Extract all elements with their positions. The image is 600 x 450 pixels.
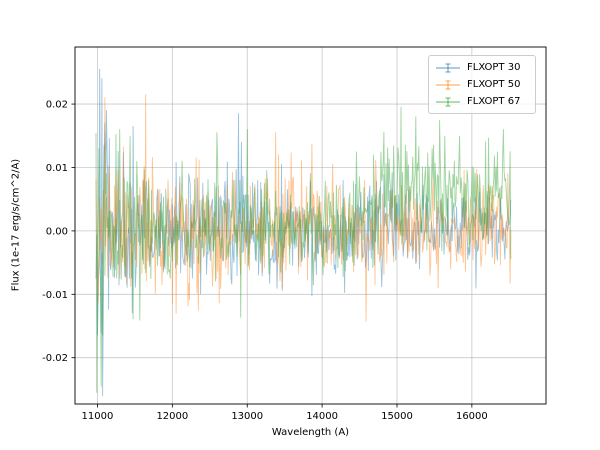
legend-entry: FLXOPT 30 bbox=[435, 59, 529, 76]
y-axis-label: Flux (1e-17 erg/s/cm^2/A) bbox=[10, 158, 22, 292]
x-axis-label: Wavelength (A) bbox=[271, 427, 350, 438]
legend-label: FLXOPT 30 bbox=[467, 62, 521, 73]
legend-entry: FLXOPT 67 bbox=[435, 93, 529, 110]
legend-line-sample-icon bbox=[436, 79, 460, 90]
legend-label: FLXOPT 67 bbox=[467, 96, 521, 107]
y-tick-label: -0.01 bbox=[42, 290, 68, 301]
x-tick-label: 14000 bbox=[306, 411, 338, 422]
x-tick-label: 11000 bbox=[82, 411, 114, 422]
y-tick-label: 0.02 bbox=[46, 100, 68, 111]
legend: FLXOPT 30 FLXOPT 50 FLXOPT 67 bbox=[428, 55, 536, 114]
y-tick-label: 0.00 bbox=[46, 226, 68, 237]
legend-line-sample-icon bbox=[436, 62, 460, 73]
y-tick-label: -0.02 bbox=[42, 353, 68, 364]
axes-frame bbox=[74, 46, 547, 405]
x-tick-label: 16000 bbox=[456, 411, 488, 422]
legend-label: FLXOPT 50 bbox=[467, 79, 521, 90]
x-tick-label: 12000 bbox=[156, 411, 188, 422]
legend-entry: FLXOPT 50 bbox=[435, 76, 529, 93]
series-flxopt-30 bbox=[95, 68, 512, 397]
series-flxopt-50 bbox=[95, 94, 512, 322]
legend-line-sample-icon bbox=[436, 96, 460, 107]
x-tick-label: 15000 bbox=[381, 411, 413, 422]
series-flxopt-67 bbox=[95, 106, 512, 393]
x-tick-label: 13000 bbox=[231, 411, 263, 422]
y-tick-label: 0.01 bbox=[46, 163, 68, 174]
